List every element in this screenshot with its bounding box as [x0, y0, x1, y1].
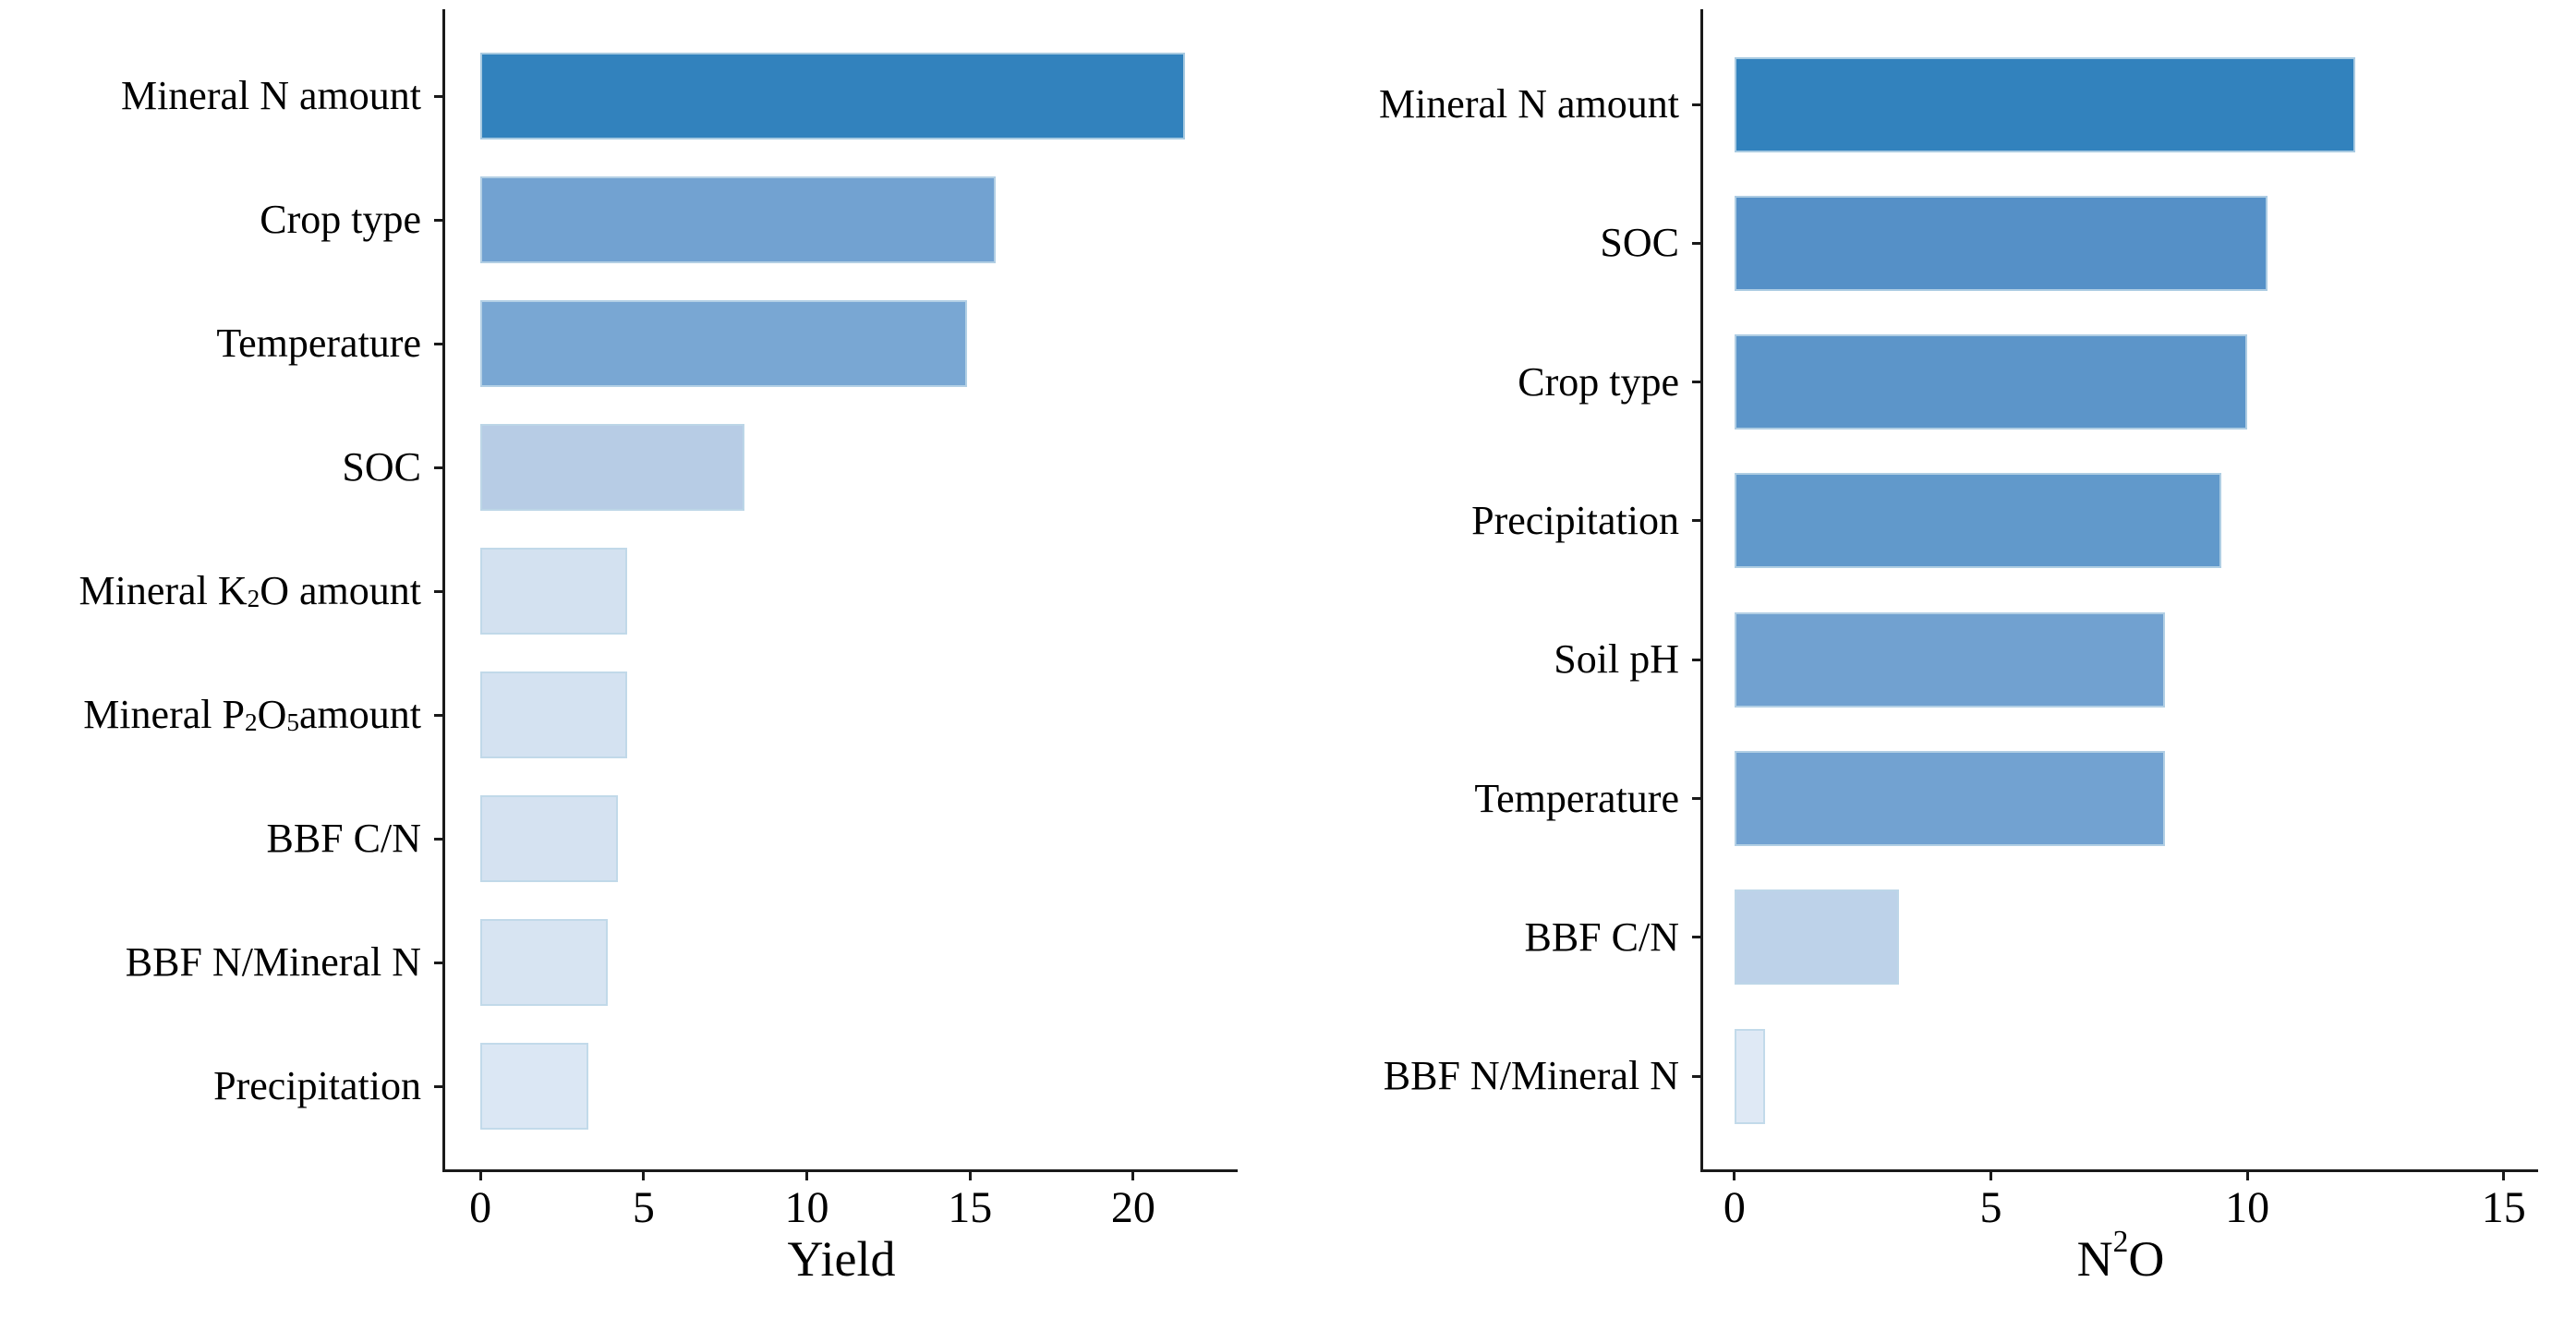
bar: [1734, 334, 2248, 430]
x-tick-label: 20: [1110, 1183, 1155, 1232]
y-tick: [434, 342, 442, 345]
y-tick: [1692, 103, 1700, 106]
x-tick: [2245, 1172, 2249, 1180]
x-tick-label: 10: [784, 1183, 829, 1232]
x-tick: [968, 1172, 972, 1180]
category-label: Precipitation: [213, 1063, 421, 1108]
category-label: BBF C/N: [266, 816, 421, 861]
bar: [480, 300, 967, 387]
x-tick-label: 15: [2481, 1183, 2526, 1232]
category-label: BBF C/N: [1524, 913, 1679, 960]
category-label: BBF N/Mineral N: [1383, 1053, 1679, 1099]
category-label: Temperature: [216, 321, 421, 366]
y-tick: [1692, 658, 1700, 661]
bar: [1734, 1028, 1766, 1124]
x-tick: [1733, 1172, 1736, 1180]
bar: [1734, 889, 1899, 986]
category-label: Crop type: [260, 197, 421, 242]
bar: [1734, 195, 2268, 291]
x-tick-label: 5: [632, 1183, 655, 1232]
y-tick: [1692, 241, 1700, 245]
y-tick: [434, 1084, 442, 1088]
y-tick: [1692, 936, 1700, 939]
bar: [480, 176, 997, 263]
x-tick: [478, 1172, 482, 1180]
bar: [1734, 473, 2222, 569]
x-tick: [642, 1172, 646, 1180]
x-tick-label: 5: [1979, 1183, 2002, 1232]
x-axis-line: [1700, 1169, 2538, 1172]
bar: [1734, 751, 2166, 846]
bar: [480, 548, 628, 635]
y-tick: [1692, 1074, 1700, 1078]
category-label: Crop type: [1518, 358, 1679, 405]
x-tick: [805, 1172, 809, 1180]
x-axis-title: Yield: [787, 1231, 896, 1287]
y-tick: [434, 713, 442, 717]
y-tick: [434, 961, 442, 964]
bar: [480, 919, 608, 1006]
x-tick: [1131, 1172, 1135, 1180]
bar: [480, 424, 745, 511]
x-tick: [2502, 1172, 2506, 1180]
bar: [480, 1043, 588, 1130]
x-tick-label: 0: [469, 1183, 492, 1232]
y-tick: [434, 837, 442, 841]
category-label: Temperature: [1474, 775, 1679, 821]
category-label: BBF N/Mineral N: [125, 939, 421, 985]
y-tick: [1692, 519, 1700, 523]
y-tick: [434, 218, 442, 222]
bar: [480, 672, 628, 758]
y-axis-line: [442, 9, 445, 1169]
category-label: Mineral N amount: [1378, 81, 1679, 127]
bar: [480, 795, 618, 882]
bar: [1734, 611, 2166, 708]
y-tick: [1692, 381, 1700, 384]
y-axis-line: [1700, 9, 1703, 1169]
y-tick: [1692, 797, 1700, 800]
y-tick: [434, 589, 442, 593]
y-tick: [434, 94, 442, 98]
category-label: SOC: [342, 444, 421, 490]
category-label: Precipitation: [1471, 497, 1679, 543]
category-label: Mineral N amount: [120, 73, 421, 118]
category-label: SOC: [1600, 220, 1679, 266]
x-tick-label: 0: [1723, 1183, 1746, 1232]
y-tick: [434, 466, 442, 469]
x-axis-line: [442, 1169, 1238, 1172]
x-tick: [1989, 1172, 1992, 1180]
bar: [1734, 56, 2355, 152]
x-tick-label: 15: [948, 1183, 993, 1232]
category-label: Soil pH: [1554, 636, 1679, 683]
bar: [480, 53, 1186, 139]
x-tick-label: 10: [2225, 1183, 2270, 1232]
